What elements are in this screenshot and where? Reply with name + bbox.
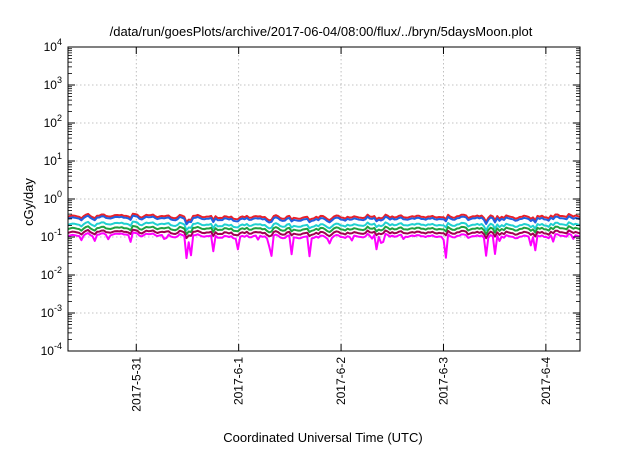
- axis-ticks: 10-4 10-3 10-2 10-1 100 101 102 103 104 2017-5-31…: [41, 37, 580, 412]
- series-line: [67, 220, 581, 232]
- y-tick-label: 100: [44, 189, 62, 206]
- series-line: [67, 212, 581, 224]
- y-tick-label: 101: [44, 151, 62, 168]
- y-tick-label: 102: [44, 113, 62, 130]
- y-tick-label: 10-1: [41, 227, 62, 244]
- grid-lines: [68, 47, 580, 351]
- y-tick-label: 10-4: [41, 341, 62, 358]
- x-tick-label: 2017-6-3: [436, 357, 450, 405]
- chart-title: /data/run/goesPlots/archive/2017-06-04/0…: [110, 24, 533, 39]
- y-tick-label: 104: [44, 37, 62, 54]
- x-tick-label: 2017-6-1: [232, 357, 246, 405]
- x-axis-label: Coordinated Universal Time (UTC): [223, 430, 422, 445]
- y-axis-label: cGy/day: [21, 178, 36, 226]
- x-tick-label: 2017-5-31: [129, 357, 143, 412]
- series-line: [67, 214, 581, 226]
- y-tick-label: 10-2: [41, 265, 62, 282]
- x-tick-label: 2017-6-2: [334, 357, 348, 405]
- data-series-group: [67, 212, 581, 260]
- x-tick-label: 2017-6-4: [539, 357, 553, 405]
- series-line: [67, 228, 581, 240]
- y-tick-label: 10-3: [41, 303, 62, 320]
- y-tick-label: 103: [44, 75, 62, 92]
- series-line: [67, 225, 581, 236]
- series-line: [67, 231, 581, 260]
